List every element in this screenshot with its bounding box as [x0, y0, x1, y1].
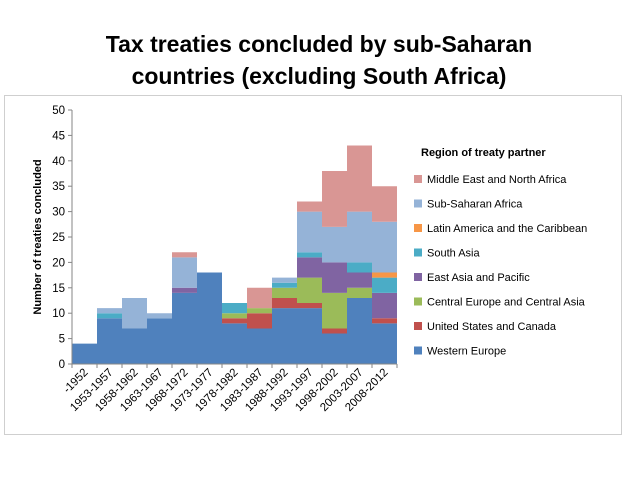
legend-swatch-western-europe: [414, 346, 422, 355]
legend-label-latin-america-and-the-caribbean: Latin America and the Caribbean: [427, 223, 587, 235]
legend-title: Region of treaty partner: [421, 147, 546, 159]
legend-swatch-east-asia-and-pacific: [414, 273, 422, 281]
y-tick-label: 25: [52, 232, 65, 244]
chart-title-line-2: countries (excluding South Africa): [131, 63, 507, 89]
legend-swatch-united-states-and-canada: [414, 322, 422, 330]
y-tick-label: 20: [52, 257, 65, 269]
y-tick-label: 10: [52, 308, 65, 320]
legend-swatch-south-asia: [414, 248, 422, 257]
y-tick-label: 15: [52, 283, 65, 295]
axes: [68, 109, 398, 368]
y-tick-label: 0: [59, 359, 65, 371]
y-tick-label: 50: [52, 105, 65, 117]
y-tick-label: 45: [52, 130, 65, 142]
legend-label-central-europe-and-central-asia: Central Europe and Central Asia: [427, 297, 586, 309]
legend-swatch-middle-east-and-north-africa: [414, 175, 422, 183]
legend-swatch-latin-america-and-the-caribbean: [414, 224, 422, 232]
legend-label-middle-east-and-north-africa: Middle East and North Africa: [427, 174, 567, 186]
legend-label-united-states-and-canada: United States and Canada: [427, 321, 557, 333]
y-axis-label: Number of treaties concluded: [32, 159, 44, 314]
y-tick-label: 35: [52, 181, 65, 193]
series-areas: [72, 145, 397, 364]
area-western-europe: [72, 272, 397, 364]
legend-swatch-sub-saharan-africa: [414, 199, 422, 208]
legend-label-east-asia-and-pacific: East Asia and Pacific: [427, 272, 530, 284]
y-tick-labels: 0 5 10 15 20 25 30 35 40 45 50: [52, 105, 65, 371]
chart-frame: [4, 95, 622, 435]
x-tick-labels: -19521953-19571958-19621963-19671968-197…: [61, 367, 390, 414]
y-tick-label: 40: [52, 156, 65, 168]
legend: Region of treaty partner Middle East and…: [414, 147, 587, 358]
chart-title: Tax treaties concluded by sub-Saharan co…: [0, 28, 638, 92]
legend-label-south-asia: South Asia: [427, 248, 480, 260]
legend-label-western-europe: Western Europe: [427, 346, 506, 358]
legend-swatch-central-europe-and-central-asia: [414, 297, 422, 306]
y-tick-label: 5: [59, 334, 65, 346]
area-sub-saharan-africa: [72, 211, 397, 344]
legend-label-sub-saharan-africa: Sub-Saharan Africa: [427, 199, 523, 211]
area-middle-east-and-north-africa: [72, 145, 397, 344]
area-central-europe-and-central-asia: [72, 272, 397, 344]
y-tick-label: 30: [52, 207, 65, 219]
chart-title-line-1: Tax treaties concluded by sub-Saharan: [105, 31, 533, 57]
